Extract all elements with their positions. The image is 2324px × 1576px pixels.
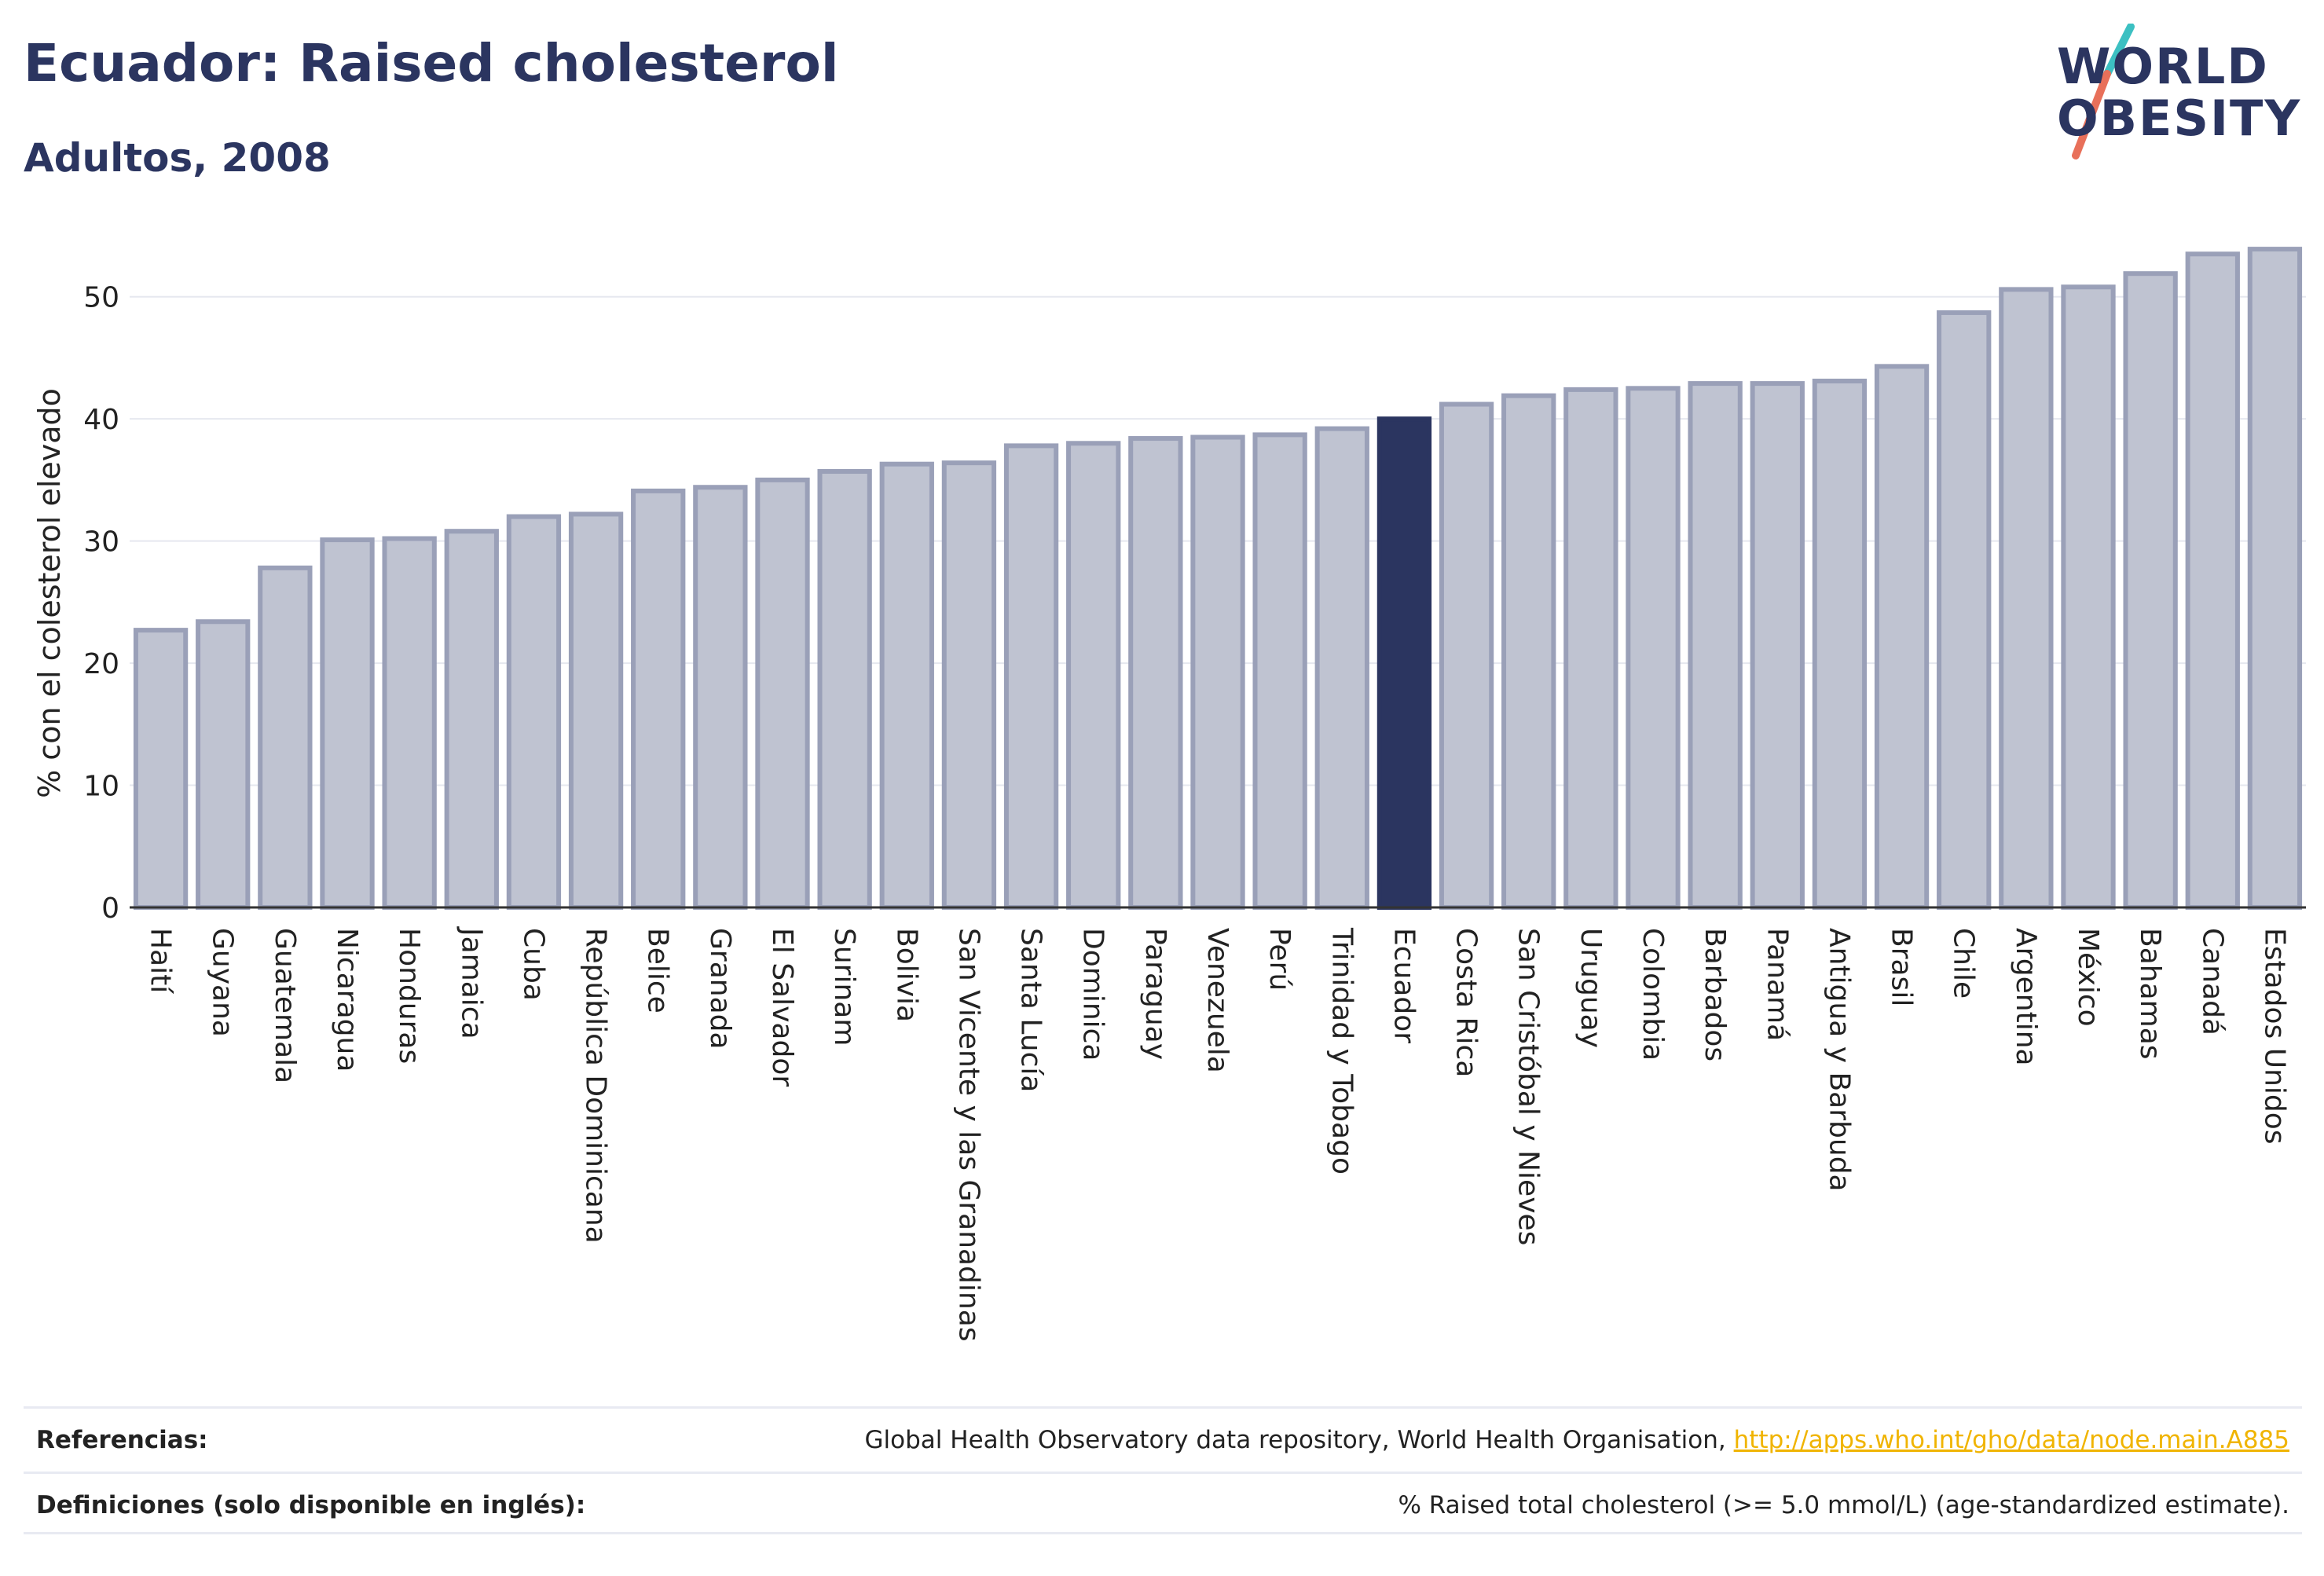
- logo-word-world: WORLD: [2057, 38, 2269, 95]
- bar-guatemala: [258, 565, 313, 910]
- bar-paraguay: [1128, 436, 1183, 910]
- x-tick-label: Colombia: [1637, 928, 1669, 1061]
- footer-divider: [24, 1532, 2302, 1534]
- x-tick-label: Barbados: [1699, 928, 1731, 1061]
- bar-san-crist-bal-y-nieves: [1501, 393, 1556, 910]
- bar-cuba: [506, 514, 562, 911]
- bar-bolivia: [879, 461, 934, 910]
- bar-jamaica: [444, 529, 499, 910]
- bar-el-salvador: [755, 477, 810, 910]
- x-tick-label: San Cristóbal y Nieves: [1512, 928, 1545, 1245]
- y-tick-label: 10: [83, 771, 119, 803]
- x-tick-label: Ecuador: [1387, 928, 1420, 1043]
- x-axis-labels: Haití Guyana Guatemala Nicaragua Honduras Jam…: [145, 926, 2291, 1342]
- bar-granada: [693, 485, 748, 910]
- x-tick-label: Uruguay: [1574, 928, 1607, 1048]
- bar-chart: 0 10 20 30 40 50 Haití Guyana Guatemala Nicaragu…: [32, 247, 2306, 1342]
- x-tick-label: Paraguay: [1139, 928, 1171, 1060]
- x-tick-label: Brasil: [1886, 928, 1918, 1006]
- bar-brasil: [1874, 364, 1930, 910]
- x-tick-label: Granada: [704, 928, 736, 1050]
- logo-slash-icon: [2072, 24, 2135, 159]
- definitions-label: Definiciones (solo disponible en inglés)…: [36, 1491, 586, 1519]
- bar-dominica: [1066, 441, 1121, 910]
- page-title: Ecuador: Raised cholesterol: [24, 33, 839, 93]
- bar-guyana: [196, 619, 251, 911]
- x-tick-label: Canadá: [2196, 928, 2228, 1035]
- x-tick-label: Honduras: [393, 928, 425, 1064]
- bar-antigua-y-barbuda: [1812, 378, 1868, 910]
- x-tick-label: Argentina: [2010, 928, 2042, 1066]
- bar-panam-: [1750, 381, 1805, 911]
- bar-rep-blica-dominicana: [568, 511, 624, 910]
- bar-costa-rica: [1439, 401, 1494, 910]
- bar-nicaragua: [320, 537, 375, 911]
- logo-word-obesity: OBESITY: [2057, 90, 2302, 147]
- y-axis-title: % con el colesterol elevado: [32, 388, 67, 798]
- x-tick-label: Cuba: [517, 928, 549, 1001]
- bar-canad-: [2185, 251, 2240, 910]
- references-row: Referencias: Global Health Observatory d…: [24, 1406, 2302, 1472]
- x-tick-label: Surinam: [828, 928, 860, 1046]
- x-tick-label: Bahamas: [2134, 928, 2166, 1060]
- x-tick-label: San Vicente y las Granadinas: [952, 928, 984, 1342]
- references-label: Referencias:: [36, 1426, 208, 1454]
- bar-argentina: [1999, 287, 2054, 910]
- bar-trinidad-y-tobago: [1314, 426, 1369, 910]
- x-tick-label: Antigua y Barbuda: [1823, 928, 1855, 1192]
- bar-estados-unidos: [2247, 247, 2303, 911]
- world-obesity-logo: WORLD OBESITY: [2043, 24, 2310, 173]
- bar-surinam: [817, 469, 872, 910]
- x-tick-label: Perú: [1263, 928, 1296, 991]
- x-tick-label: Guatemala: [269, 928, 301, 1083]
- x-tick-label: El Salvador: [766, 928, 798, 1087]
- bar-belice: [631, 488, 686, 910]
- y-tick-label: 30: [83, 526, 119, 559]
- x-tick-label: República Dominicana: [580, 928, 612, 1244]
- x-tick-label: Costa Rica: [1450, 928, 1483, 1077]
- x-tick-label: Bolivia: [890, 928, 922, 1022]
- page-subtitle: Adultos, 2008: [24, 135, 331, 181]
- bar-bahamas: [2123, 271, 2178, 910]
- bar-ecuador: [1376, 416, 1432, 910]
- definitions-value: % Raised total cholesterol (>= 5.0 mmol/…: [1398, 1491, 2289, 1519]
- bar-hait-: [133, 628, 189, 910]
- references-text: Global Health Observatory data repositor…: [864, 1426, 1734, 1454]
- y-axis-ticks: 0 10 20 30 40 50: [83, 282, 119, 925]
- x-tick-label: Santa Lucía: [1015, 928, 1047, 1092]
- y-tick-label: 40: [83, 404, 119, 436]
- bar-chile: [1937, 310, 1992, 911]
- x-tick-label: Nicaragua: [331, 928, 363, 1072]
- x-tick-label: Haití: [145, 928, 177, 994]
- x-tick-label: Belice: [642, 928, 674, 1013]
- bar-honduras: [382, 536, 437, 910]
- bar-uruguay: [1563, 387, 1618, 910]
- x-tick-label: Estados Unidos: [2258, 928, 2290, 1145]
- bar-venezuela: [1190, 434, 1245, 910]
- bars: [133, 247, 2303, 911]
- x-tick-label: Chile: [1948, 928, 1980, 999]
- x-tick-label: Panamá: [1761, 928, 1793, 1041]
- bar-santa-luc-a: [1003, 443, 1059, 910]
- x-tick-label: Trinidad y Tobago: [1325, 927, 1358, 1175]
- bar-m-xico: [2061, 284, 2116, 911]
- x-tick-label: Guyana: [207, 928, 239, 1037]
- x-tick-label: Venezuela: [1201, 928, 1233, 1073]
- x-tick-label: Dominica: [1077, 928, 1109, 1061]
- bar-per-: [1252, 432, 1307, 910]
- references-link[interactable]: http://apps.who.int/gho/data/node.main.A…: [1733, 1426, 2289, 1454]
- definitions-row: Definiciones (solo disponible en inglés)…: [24, 1472, 2302, 1537]
- x-tick-label: México: [2072, 928, 2104, 1027]
- y-tick-label: 0: [101, 892, 119, 925]
- bar-colombia: [1626, 386, 1681, 910]
- bar-barbados: [1688, 381, 1743, 911]
- bar-san-vicente-y-las-granadinas: [941, 460, 997, 910]
- references-value: Global Health Observatory data repositor…: [865, 1426, 2302, 1454]
- y-tick-label: 50: [83, 282, 119, 314]
- x-tick-label: Jamaica: [455, 926, 487, 1039]
- y-tick-label: 20: [83, 648, 119, 680]
